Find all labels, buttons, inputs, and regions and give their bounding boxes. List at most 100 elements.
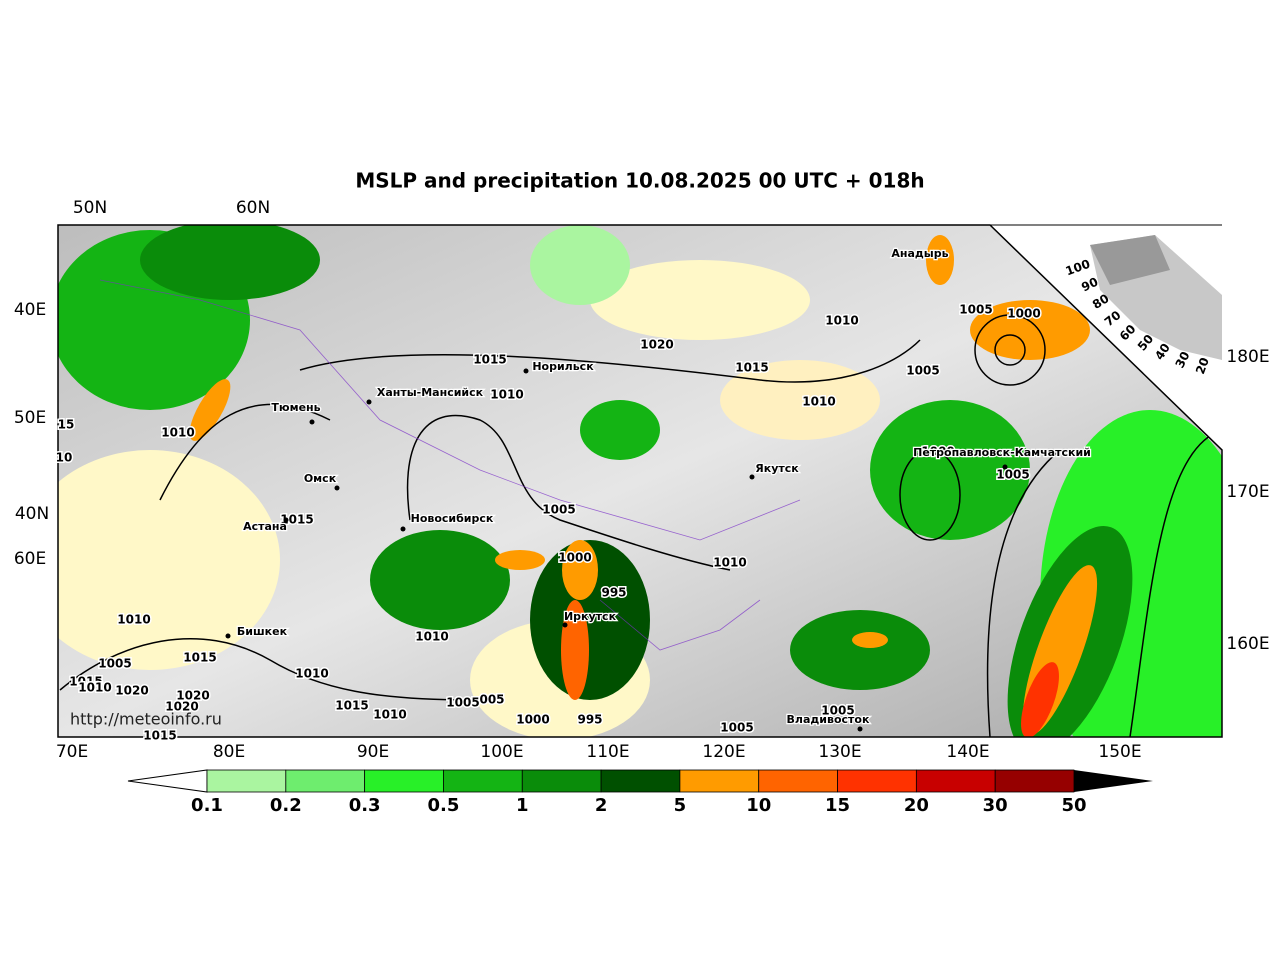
city-label: Иркутск [564,610,617,623]
city-label: Новосибирск [411,512,494,525]
isobar-label: 995 [601,586,626,600]
isobar-label: 1020 [115,684,148,698]
colorbar-label: 50 [1061,795,1086,816]
colorbar-label: 0.1 [191,795,223,816]
isobar-label: 1020 [165,700,198,714]
city-marker [366,399,372,405]
city-marker [857,726,863,732]
isobar-label: 1005 [542,503,575,517]
scale-label: 30 [1173,349,1193,370]
colorbar-label: 0.2 [270,795,302,816]
isobar-label: 1015 [335,699,368,713]
isobar-label: 1005 [720,721,753,735]
city-marker [309,419,315,425]
colorbar-segment [521,769,602,793]
colorbar: 0.1 0.2 0.3 0.5 1 2 5 10 15 20 30 50 [127,769,1153,816]
graticule-label: 80E [213,742,245,762]
isobar-label: 1005 [959,303,992,317]
isobar-label: 10 [56,451,73,465]
scale-label: 90 [1079,275,1100,295]
isobar-label: 1015 [143,729,176,743]
title: MSLP and precipitation 10.08.2025 00 UTC… [355,169,924,193]
scale-label: 70 [1102,308,1124,329]
city-marker [1002,464,1008,470]
colorbar-label: 5 [674,795,687,816]
colorbar-label: 10 [746,795,771,816]
colorbar-segment [837,769,917,793]
city-label: Анадырь [891,247,948,260]
city-label: Ханты-Мансийск [377,386,484,399]
isobar-label: 1010 [295,667,328,681]
isobar-label: 1000 [921,445,954,459]
graticule-label: 60N [236,198,270,218]
isobar-label: 1005 [906,364,939,378]
scale-label: 20 [1193,356,1212,376]
colorbar-label: 20 [904,795,929,816]
graticule-label: 140E [946,742,989,762]
colorbar-label: 1 [516,795,529,816]
isobar-label: 1010 [373,708,406,722]
isobar-label: 1015 [473,353,506,367]
city-marker [400,526,406,532]
colorbar-arrow [1074,770,1153,792]
graticule-label: 60E [14,549,46,569]
isobar-label: 1015 [183,651,216,665]
colorbar-segment [443,769,523,793]
isobar-label: 1005 [821,704,854,718]
isobar-label: 1015 [735,361,768,375]
city-label: Тюмень [271,401,320,414]
colorbar-segment [679,769,760,793]
colorbar-segment [758,769,838,793]
city-label: Владивосток [787,713,870,726]
graticule-label: 180E [1226,347,1269,367]
isobar-label: 1010 [490,388,523,402]
isobar-label: 1000 [558,551,591,565]
isobar-label: 1005 [996,468,1029,482]
map-frame [57,224,1223,738]
colorbar-label: 0.3 [349,795,381,816]
isobar-label: 1010 [802,395,835,409]
isobar-label: 1005 [446,696,479,710]
isobar-label: 1010 [825,314,858,328]
isobar-label: 1015 [280,513,313,527]
isobar-label: 1010 [713,556,746,570]
city-label: Петропавловск-Камчатский [913,446,1091,459]
graticule-label: 50E [14,408,46,428]
graticule-label: 150E [1098,742,1141,762]
graticule-label: 40E [14,300,46,320]
graticule-label: 170E [1226,482,1269,502]
isobar-label: 1020 [640,338,673,352]
isobar-label: 005 [479,693,504,707]
isobar-label: 1010 [161,426,194,440]
isobar-label: 1010 [415,630,448,644]
city-label: Бишкек [237,625,288,638]
isobar-label: 1020 [176,689,209,703]
isobar-label: 1005 [98,657,131,671]
colorbar-segment [994,769,1075,793]
city-marker [225,633,231,639]
source-url: http://meteoinfo.ru [70,710,222,729]
graticule-label: 50N [73,198,107,218]
colorbar-segment [206,769,287,793]
scale-fan [1090,235,1222,360]
isobar-label: 1015 [69,675,102,689]
colorbar-segment [915,769,996,793]
colorbar-segment [285,769,366,793]
city-marker [334,485,340,491]
city-marker [523,368,529,374]
scale-label: 100 [1064,257,1092,279]
colorbar-label: 0.5 [428,795,460,816]
colorbar-label: 30 [983,795,1008,816]
isobar-label: 1000 [1007,307,1040,321]
city-label: Омск [304,472,337,485]
graticule-label: 120E [702,742,745,762]
city-label: Норильск [532,360,594,373]
isobar-label: 995 [577,713,602,727]
graticule-label: 110E [586,742,629,762]
city-marker [749,474,755,480]
graticule-label: 90E [357,742,389,762]
isobar-label: 1010 [78,681,111,695]
city-marker [283,517,289,523]
map-field [58,225,1222,737]
